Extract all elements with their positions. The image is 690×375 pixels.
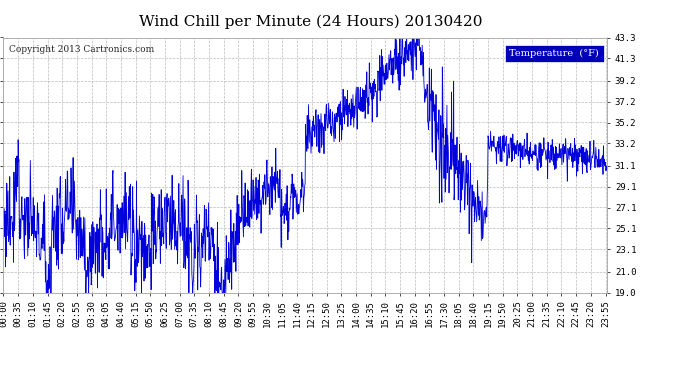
Text: Wind Chill per Minute (24 Hours) 20130420: Wind Chill per Minute (24 Hours) 2013042… xyxy=(139,15,482,29)
FancyBboxPatch shape xyxy=(504,45,604,62)
Text: Temperature  (°F): Temperature (°F) xyxy=(509,49,599,58)
Text: Copyright 2013 Cartronics.com: Copyright 2013 Cartronics.com xyxy=(10,45,155,54)
